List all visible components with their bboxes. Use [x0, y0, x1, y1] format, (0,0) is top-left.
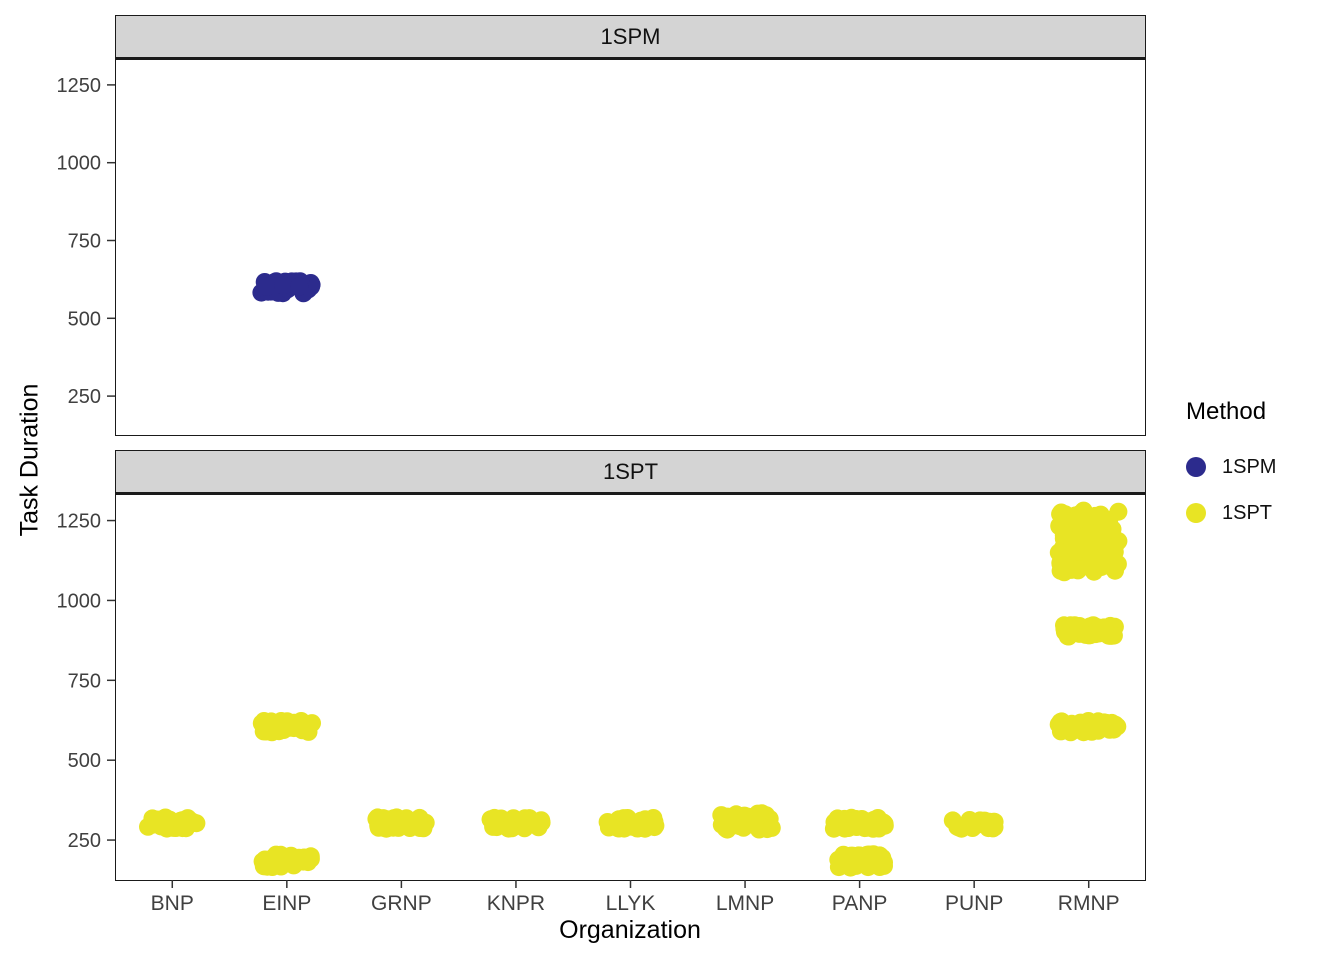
x-tick-label: KNPR	[487, 892, 545, 915]
facet-strip-1spm: 1SPM	[115, 15, 1146, 59]
y-axis-title: Task Duration	[15, 383, 44, 537]
legend-swatch-1spm-icon	[1186, 457, 1206, 477]
facet-strip-label: 1SPT	[602, 458, 659, 484]
y-tick-label: 1250	[57, 75, 102, 97]
legend-title: Method	[1186, 398, 1267, 425]
legend-item-1spt: 1SPT	[1186, 490, 1336, 536]
y-tick-label: 250	[68, 386, 101, 408]
y-tick-label: 250	[68, 830, 101, 852]
legend-label-1spm: 1SPM	[1222, 455, 1277, 478]
x-tick-label: RMNP	[1058, 892, 1120, 915]
x-tick-label: GRNP	[371, 892, 432, 915]
x-tick-label: LLYK	[606, 892, 656, 915]
x-tick-label: PANP	[832, 892, 888, 915]
legend-label-1spt: 1SPT	[1222, 501, 1273, 524]
plot-panel-1spm	[115, 59, 1146, 436]
x-tick-label: BNP	[151, 892, 194, 915]
facet-strip-1spt: 1SPT	[115, 450, 1146, 494]
y-tick-label: 1250	[57, 511, 102, 533]
y-tick-label: 750	[68, 230, 101, 252]
plot-panel-1spt	[115, 494, 1146, 881]
legend: Method 1SPM 1SPT	[1186, 398, 1336, 536]
legend-item-1spm: 1SPM	[1186, 444, 1336, 490]
x-tick-label: EINP	[262, 892, 311, 915]
legend-swatch-1spt-icon	[1186, 503, 1206, 523]
y-tick-label: 750	[68, 670, 101, 692]
y-tick-label: 500	[68, 750, 101, 772]
x-tick-label: LMNP	[716, 892, 774, 915]
x-axis-title: Organization	[559, 916, 701, 944]
y-tick-label: 1000	[57, 153, 102, 175]
x-tick-label: PUNP	[945, 892, 1003, 915]
y-tick-label: 1000	[57, 590, 102, 612]
y-tick-label: 500	[68, 308, 101, 330]
facet-strip-label: 1SPM	[600, 23, 661, 49]
